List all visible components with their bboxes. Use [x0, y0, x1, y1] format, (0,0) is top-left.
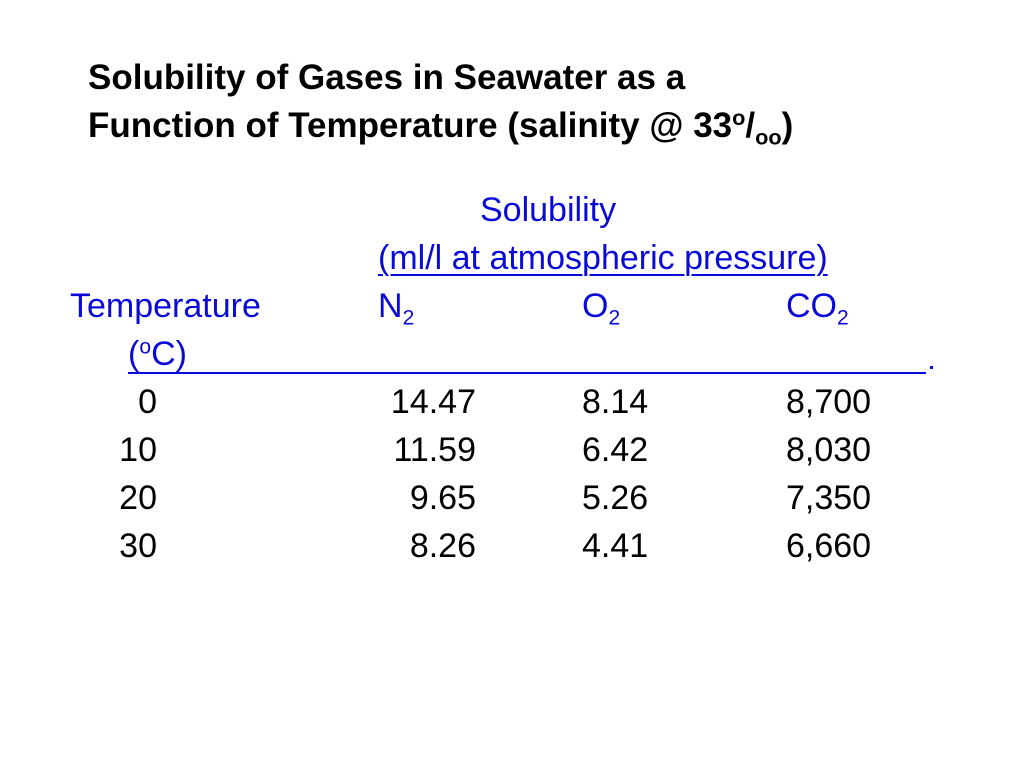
cell-co2: 8,700: [786, 383, 872, 421]
o2-base: O: [582, 287, 609, 325]
cell-co2: 8,030: [786, 431, 872, 469]
cell-co2: 7,350: [786, 479, 872, 517]
title-salinity-sup: o: [732, 105, 746, 131]
co2-base: CO: [786, 287, 837, 325]
cell-co2: 6,660: [786, 527, 872, 565]
solubility-heading: Solubility: [480, 191, 617, 229]
table-row: 20 9.65 5.26 7,350: [0, 474, 1024, 522]
temp-unit-open: (: [128, 335, 140, 373]
units-heading: (ml/l at atmospheric pressure): [378, 239, 828, 277]
co2-subscript: 2: [837, 306, 849, 330]
title-line-2-main: Function of Temperature (salinity @ 33: [88, 106, 733, 145]
cell-n2: 11.59: [393, 431, 476, 469]
table-row: 0 14.47 8.14 8,700: [0, 378, 1024, 426]
cell-o2: 5.26: [582, 479, 649, 517]
cell-temperature: 20: [119, 479, 157, 517]
slide-title: Solubility of Gases in Seawater as a Fun…: [88, 54, 793, 150]
temp-unit-rest: C): [151, 335, 187, 373]
title-salinity-slash: /: [745, 106, 756, 145]
title-line-1: Solubility of Gases in Seawater as a: [88, 58, 686, 97]
cell-temperature: 10: [119, 431, 157, 469]
n2-subscript: 2: [402, 306, 415, 330]
column-header-n2: N2: [378, 284, 414, 328]
column-header-temperature: Temperature: [70, 287, 261, 325]
degree-sup: o: [139, 335, 152, 359]
o2-subscript: 2: [608, 306, 621, 330]
cell-n2: 9.65: [409, 479, 476, 517]
title-salinity-sub: oo: [755, 124, 782, 150]
title-line-2: Function of Temperature (salinity @ 33o/…: [88, 102, 793, 150]
cell-n2: 8.26: [409, 527, 476, 565]
table-row: 10 11.59 6.42 8,030: [0, 426, 1024, 474]
column-header-co2: CO2: [786, 284, 849, 328]
n2-base: N: [378, 287, 403, 325]
header-rule: [128, 372, 926, 374]
temperature-unit: (oC): [128, 332, 187, 376]
cell-o2: 8.14: [582, 383, 649, 421]
column-header-o2: O2: [582, 284, 620, 328]
cell-o2: 6.42: [582, 431, 649, 469]
cell-temperature: 0: [138, 383, 157, 421]
cell-temperature: 30: [119, 527, 157, 565]
cell-o2: 4.41: [582, 527, 649, 565]
table-row: 30 8.26 4.41 6,660: [0, 522, 1024, 570]
rule-end-dot: [930, 366, 933, 369]
cell-n2: 14.47: [390, 383, 476, 421]
title-close-paren: ): [781, 106, 794, 145]
